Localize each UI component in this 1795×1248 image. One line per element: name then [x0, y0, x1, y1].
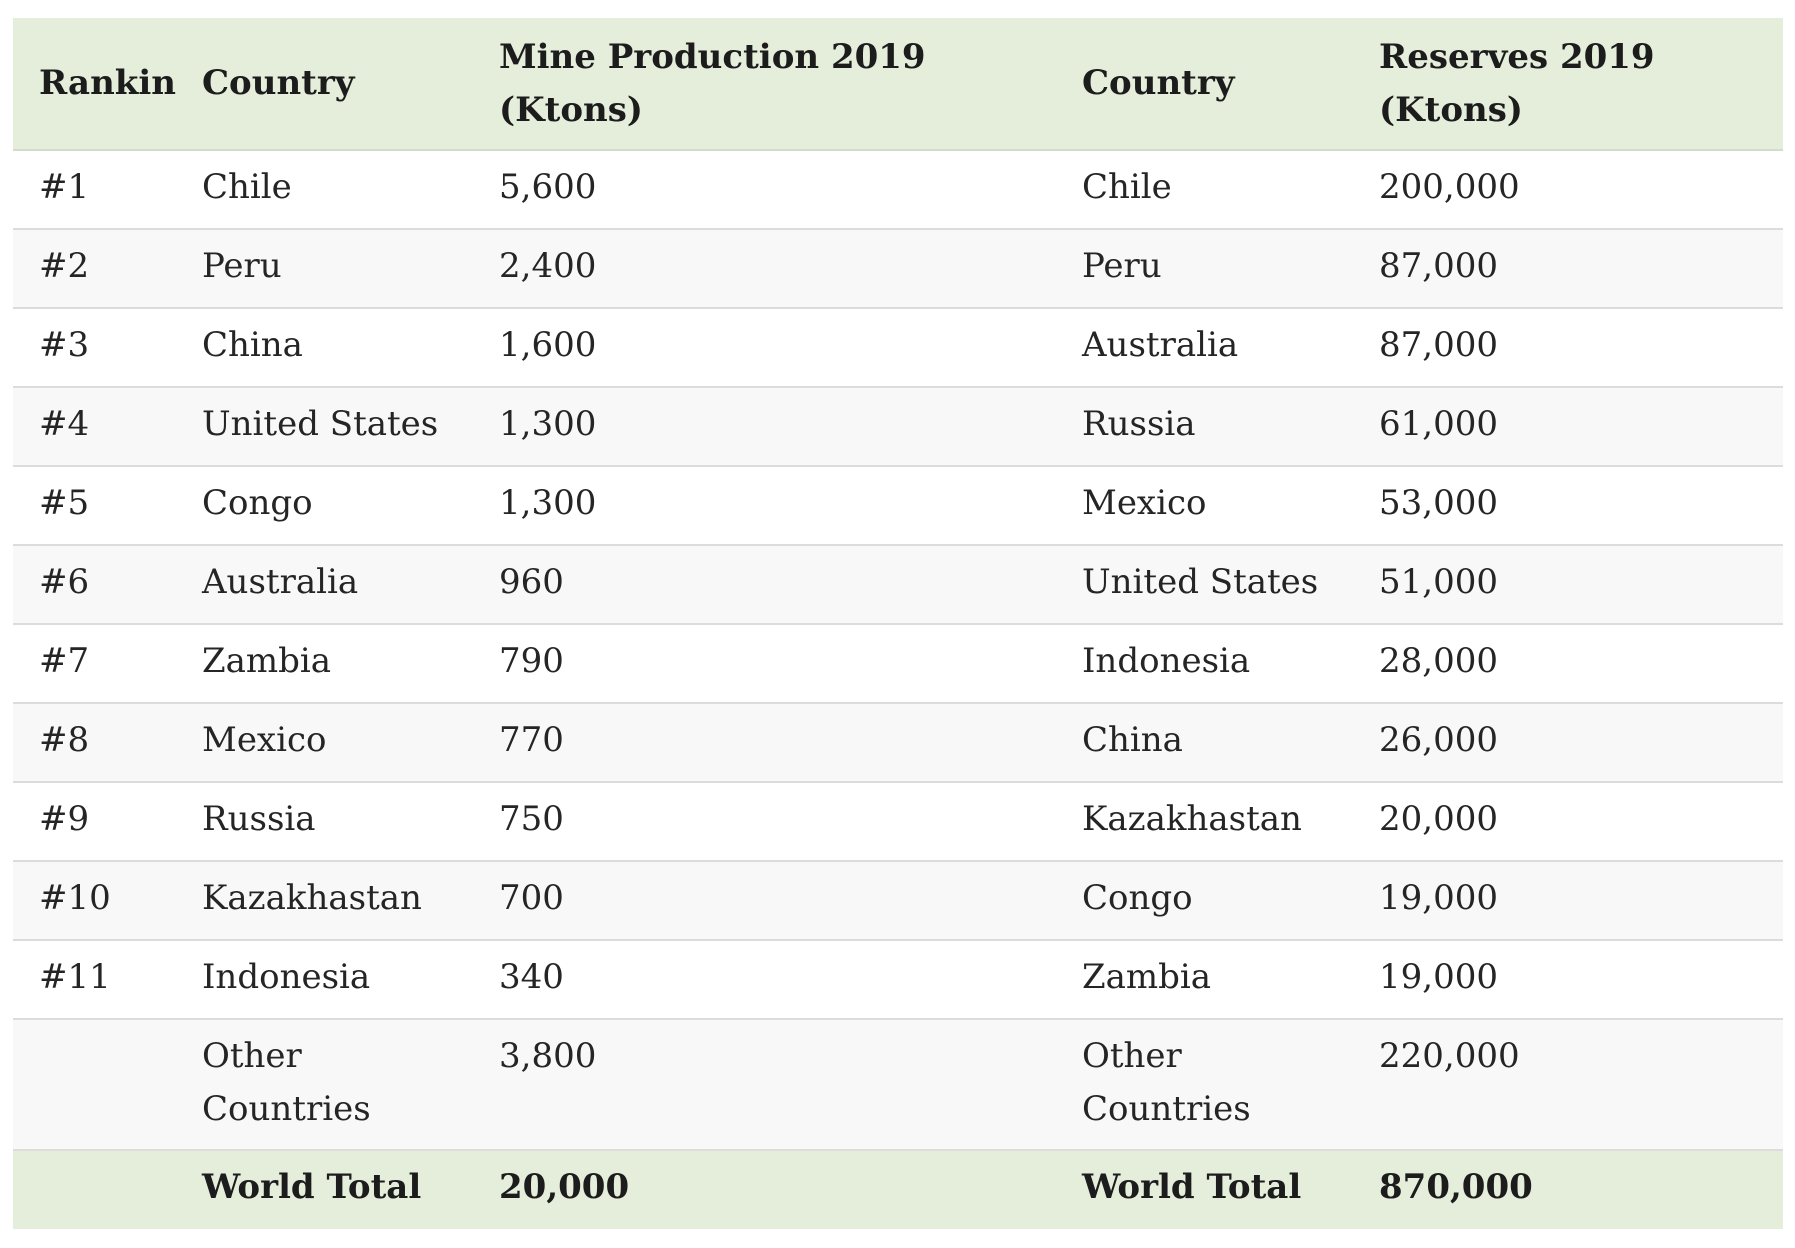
- production-value-cell: 770: [499, 720, 564, 760]
- production-total-label: World Total: [202, 1167, 422, 1207]
- production-value-cell: 700: [499, 878, 564, 918]
- header-reserves: Reserves 2019 (Ktons): [1379, 36, 1655, 130]
- production-country-cell: Other Countries: [202, 1036, 371, 1129]
- reserves-value-cell: 53,000: [1379, 483, 1498, 523]
- reserves-total-value: 870,000: [1379, 1167, 1533, 1207]
- header-mine-production: Mine Production 2019 (Ktons): [499, 36, 926, 130]
- reserves-country-cell: Russia: [1082, 404, 1196, 444]
- production-country-cell: Peru: [202, 246, 282, 286]
- table-row: #10 Kazakhastan 700 Congo 19,000: [13, 861, 1783, 940]
- production-country-cell: United States: [202, 404, 439, 444]
- production-country-cell: Chile: [202, 167, 292, 207]
- total-rank-cell: [13, 1150, 176, 1229]
- table-row: Other Countries 3,800 Other Countries 220,0…: [13, 1019, 1783, 1150]
- rank-cell: #8: [39, 720, 90, 760]
- table-footer: World Total 20,000 World Total 870,000: [13, 1150, 1783, 1229]
- table-row: #2 Peru 2,400 Peru 87,000: [13, 229, 1783, 308]
- reserves-value-cell: 28,000: [1379, 641, 1498, 681]
- rank-cell: #4: [39, 404, 90, 444]
- rank-cell: #11: [39, 957, 111, 997]
- production-value-cell: 750: [499, 799, 564, 839]
- production-value-cell: 340: [499, 957, 564, 997]
- reserves-value-cell: 19,000: [1379, 878, 1498, 918]
- table-row: #6 Australia 960 United States 51,000: [13, 545, 1783, 624]
- reserves-country-cell: Zambia: [1082, 957, 1212, 997]
- table-header: Ranking Country Mine Production 2019 (Kt…: [13, 18, 1783, 150]
- table-row: #8 Mexico 770 China 26,000: [13, 703, 1783, 782]
- rank-cell: #3: [39, 325, 90, 365]
- production-value-cell: 1,600: [499, 325, 597, 365]
- production-value-cell: 5,600: [499, 167, 597, 207]
- reserves-value-cell: 220,000: [1379, 1036, 1520, 1076]
- rank-cell: #1: [39, 167, 90, 207]
- production-country-cell: Congo: [202, 483, 313, 523]
- rank-cell: #9: [39, 799, 90, 839]
- reserves-value-cell: 26,000: [1379, 720, 1498, 760]
- reserves-value-cell: 87,000: [1379, 246, 1498, 286]
- rank-cell: [13, 1019, 176, 1150]
- reserves-country-cell: Mexico: [1082, 483, 1207, 523]
- reserves-country-cell: United States: [1082, 562, 1319, 602]
- table-row: #11 Indonesia 340 Zambia 19,000: [13, 940, 1783, 1019]
- reserves-value-cell: 87,000: [1379, 325, 1498, 365]
- reserves-total-label: World Total: [1082, 1167, 1302, 1207]
- reserves-country-cell: China: [1082, 720, 1183, 760]
- table-row: #5 Congo 1,300 Mexico 53,000: [13, 466, 1783, 545]
- table-row: #7 Zambia 790 Indonesia 28,000: [13, 624, 1783, 703]
- rank-cell: #2: [39, 246, 90, 286]
- reserves-country-cell: Australia: [1082, 325, 1239, 365]
- reserves-country-cell: Chile: [1082, 167, 1172, 207]
- table-row: #9 Russia 750 Kazakhastan 20,000: [13, 782, 1783, 861]
- header-country-production: Country: [202, 63, 355, 103]
- production-value-cell: 790: [499, 641, 564, 681]
- reserves-country-cell: Congo: [1082, 878, 1193, 918]
- reserves-country-cell: Peru: [1082, 246, 1162, 286]
- copper-production-reserves-table: Ranking Country Mine Production 2019 (Kt…: [13, 18, 1783, 1229]
- production-country-cell: Kazakhastan: [202, 878, 422, 918]
- production-country-cell: Indonesia: [202, 957, 371, 997]
- table-body: #1 Chile 5,600 Chile 200,000 #2 Peru 2,400 Peru 8…: [13, 150, 1783, 1150]
- production-country-cell: China: [202, 325, 303, 365]
- reserves-value-cell: 200,000: [1379, 167, 1520, 207]
- production-country-cell: Zambia: [202, 641, 332, 681]
- table-row: #3 China 1,600 Australia 87,000: [13, 308, 1783, 387]
- rank-cell: #7: [39, 641, 90, 681]
- production-value-cell: 3,800: [499, 1036, 597, 1076]
- production-value-cell: 960: [499, 562, 564, 602]
- production-total-value: 20,000: [499, 1167, 630, 1207]
- reserves-value-cell: 61,000: [1379, 404, 1498, 444]
- table-row: #1 Chile 5,600 Chile 200,000: [13, 150, 1783, 229]
- reserves-country-cell: Kazakhastan: [1082, 799, 1302, 839]
- reserves-value-cell: 20,000: [1379, 799, 1498, 839]
- rank-cell: #5: [39, 483, 90, 523]
- production-value-cell: 1,300: [499, 483, 597, 523]
- production-country-cell: Australia: [202, 562, 359, 602]
- production-country-cell: Mexico: [202, 720, 327, 760]
- reserves-value-cell: 19,000: [1379, 957, 1498, 997]
- rank-cell: #10: [39, 878, 111, 918]
- rank-cell: #6: [39, 562, 90, 602]
- header-ranking: Ranking: [39, 63, 176, 103]
- production-country-cell: Russia: [202, 799, 316, 839]
- production-value-cell: 1,300: [499, 404, 597, 444]
- reserves-value-cell: 51,000: [1379, 562, 1498, 602]
- header-country-reserves: Country: [1082, 63, 1235, 103]
- reserves-country-cell: Other Countries: [1082, 1036, 1251, 1129]
- world-total-row: World Total 20,000 World Total 870,000: [13, 1150, 1783, 1229]
- reserves-country-cell: Indonesia: [1082, 641, 1251, 681]
- table-row: #4 United States 1,300 Russia 61,000: [13, 387, 1783, 466]
- production-value-cell: 2,400: [499, 246, 597, 286]
- header-row: Ranking Country Mine Production 2019 (Kt…: [13, 18, 1783, 150]
